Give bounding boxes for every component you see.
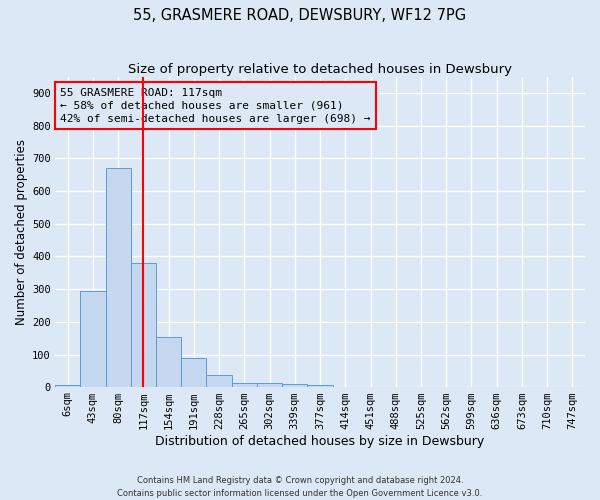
Bar	[106, 168, 131, 388]
Text: 55 GRASMERE ROAD: 117sqm
← 58% of detached houses are smaller (961)
42% of semi-: 55 GRASMERE ROAD: 117sqm ← 58% of detach…	[61, 88, 371, 124]
Title: Size of property relative to detached houses in Dewsbury: Size of property relative to detached ho…	[128, 62, 512, 76]
Bar	[55, 384, 80, 388]
Bar	[282, 384, 307, 388]
Bar	[257, 384, 282, 388]
Bar	[307, 386, 332, 388]
Bar	[156, 338, 181, 388]
Bar	[232, 382, 257, 388]
Bar	[181, 358, 206, 388]
X-axis label: Distribution of detached houses by size in Dewsbury: Distribution of detached houses by size …	[155, 434, 485, 448]
Text: Contains HM Land Registry data © Crown copyright and database right 2024.
Contai: Contains HM Land Registry data © Crown c…	[118, 476, 482, 498]
Y-axis label: Number of detached properties: Number of detached properties	[15, 139, 28, 325]
Bar	[206, 375, 232, 388]
Text: 55, GRASMERE ROAD, DEWSBURY, WF12 7PG: 55, GRASMERE ROAD, DEWSBURY, WF12 7PG	[133, 8, 467, 22]
Bar	[131, 263, 156, 388]
Bar	[80, 291, 106, 388]
